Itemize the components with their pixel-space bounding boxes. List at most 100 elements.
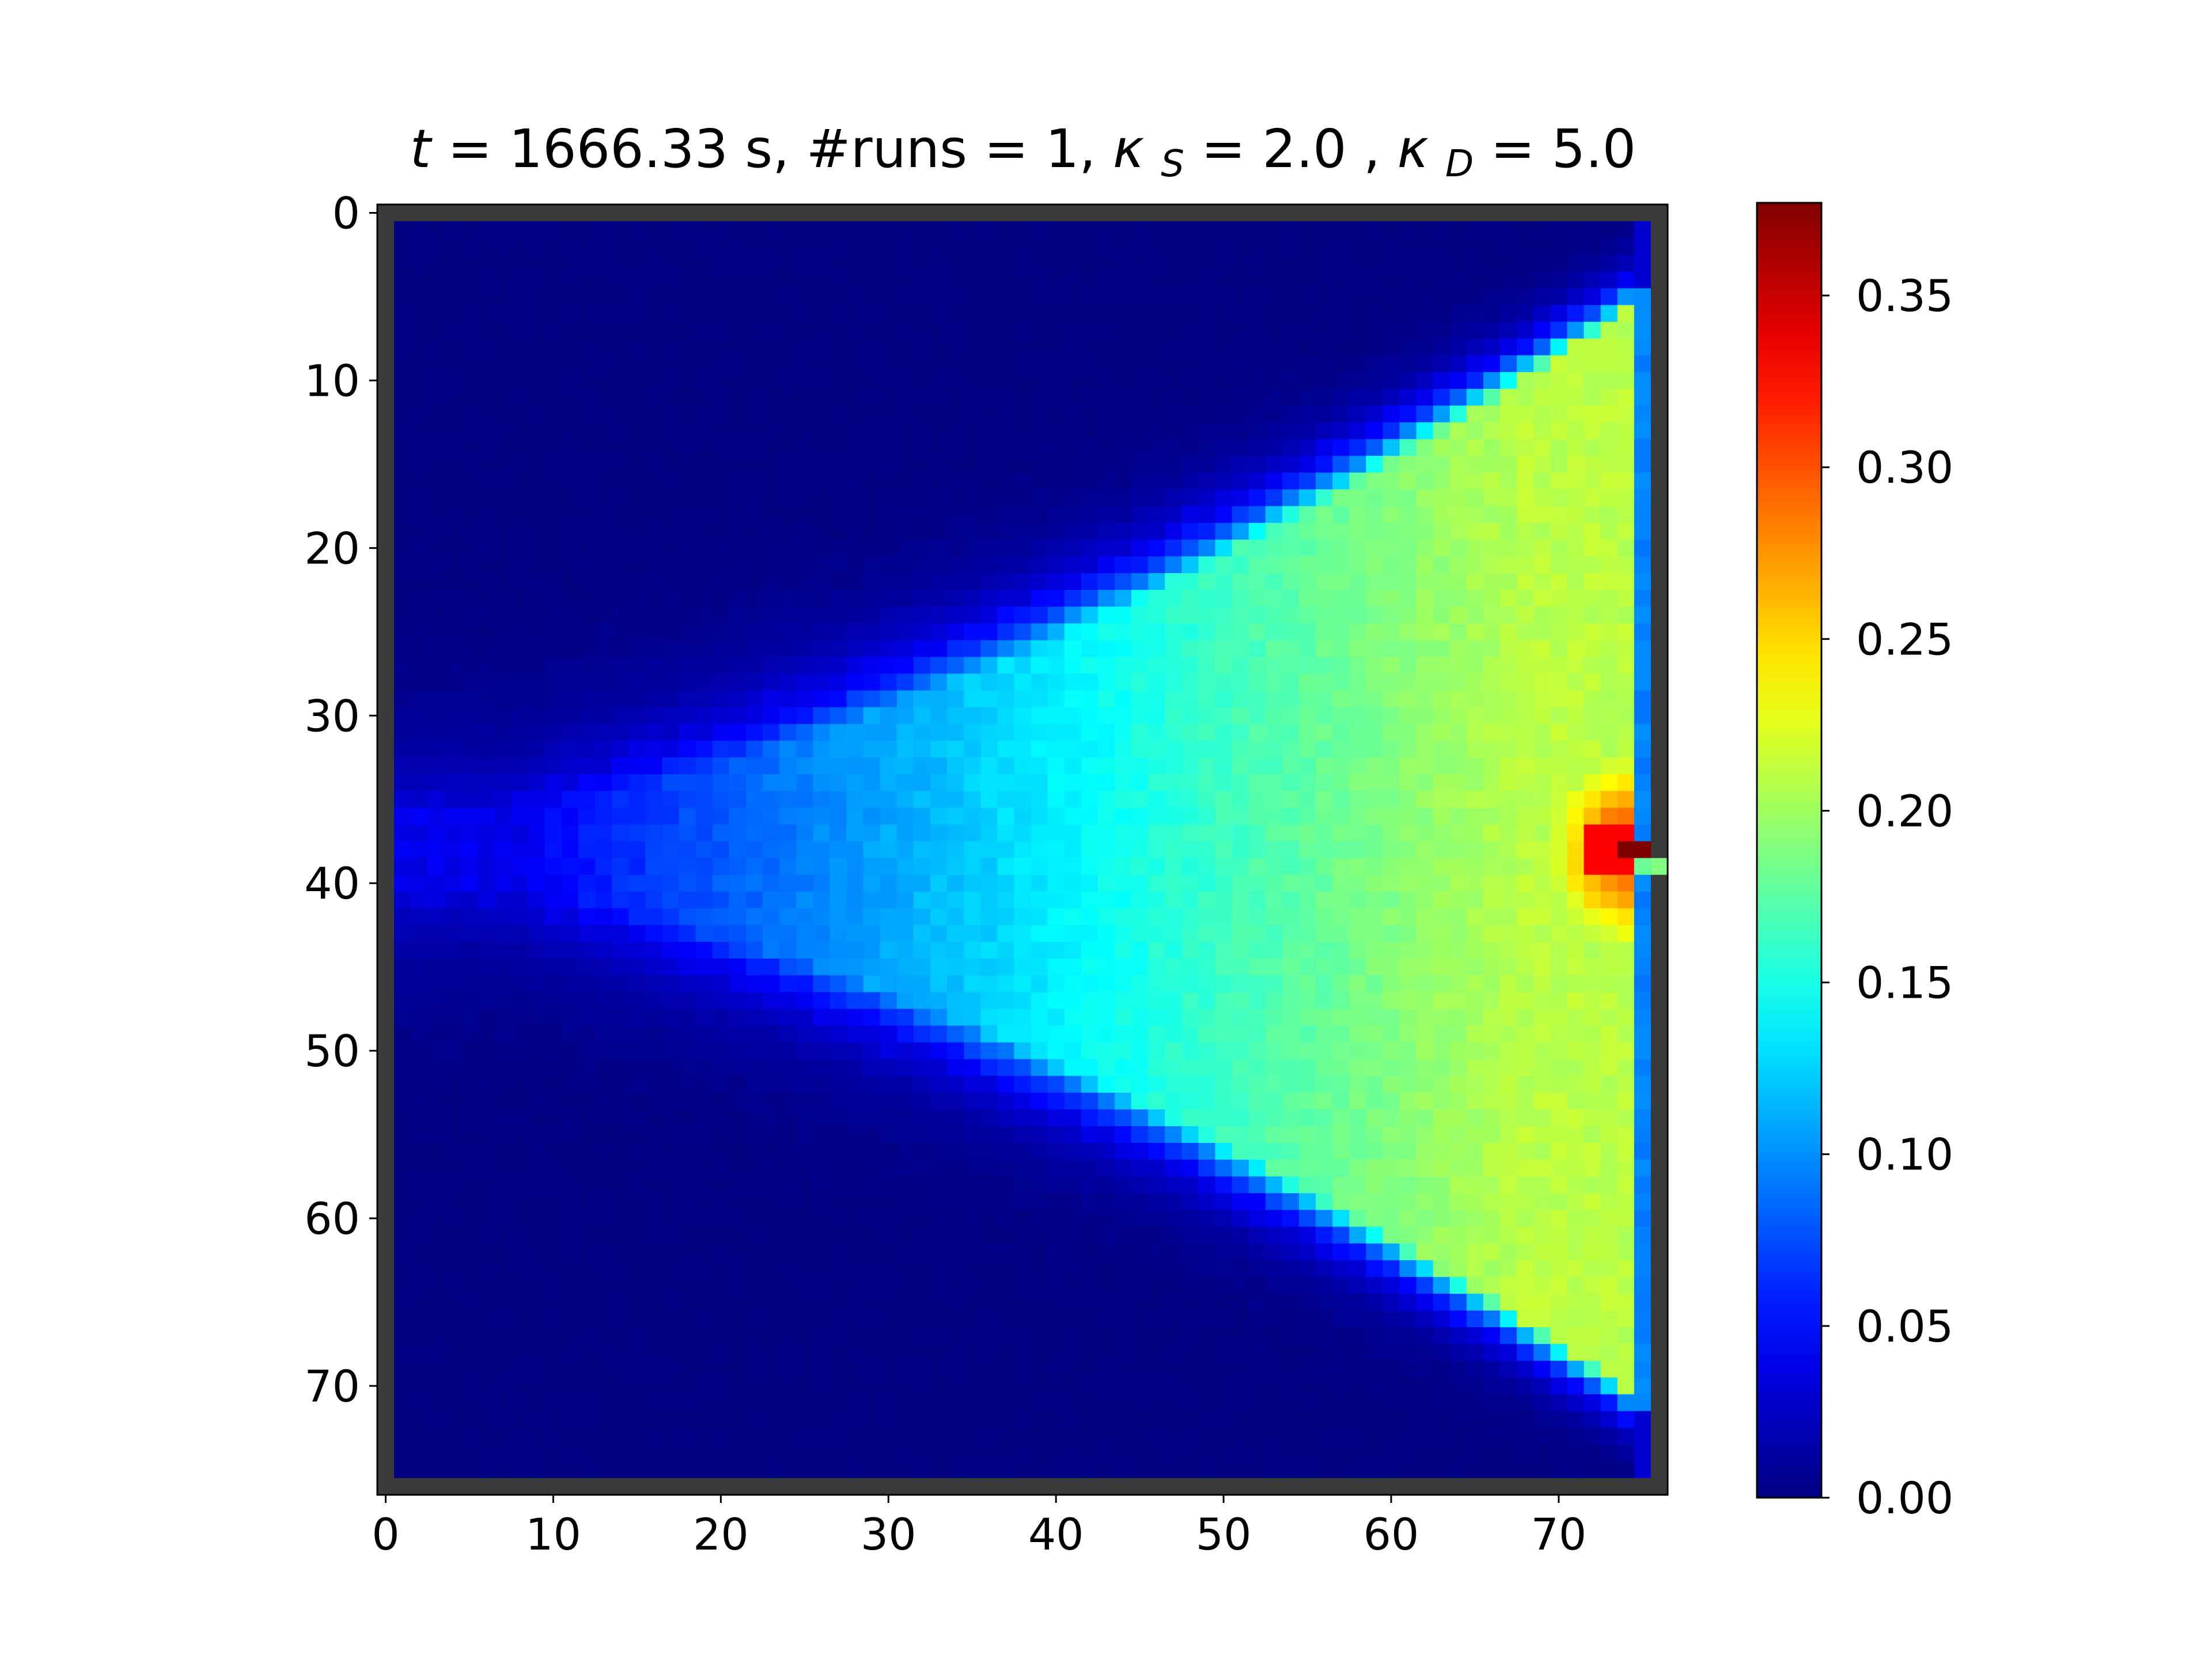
heatmap-cell (846, 321, 864, 339)
heatmap-cell (628, 506, 646, 524)
heatmap-cell (1567, 1092, 1585, 1110)
heatmap-cell (1533, 389, 1551, 406)
heatmap-cell (528, 1176, 546, 1194)
heatmap-cell (461, 305, 479, 323)
heatmap-cell (863, 1160, 881, 1177)
heatmap-cell (528, 874, 546, 892)
heatmap-cell (1433, 942, 1450, 959)
heatmap-cell (1600, 623, 1618, 641)
heatmap-cell (1081, 791, 1099, 808)
heatmap-cell (578, 406, 596, 423)
heatmap-cell (1014, 1226, 1032, 1244)
heatmap-cell (1282, 1277, 1300, 1294)
heatmap-cell (1064, 942, 1082, 959)
heatmap-cell (846, 422, 864, 440)
heatmap-cell (1584, 1059, 1601, 1077)
heatmap-cell (1399, 874, 1417, 892)
heatmap-cell (746, 204, 763, 222)
heatmap-cell (662, 1075, 680, 1093)
heatmap-cell (662, 858, 680, 876)
heatmap-cell (1031, 255, 1048, 272)
heatmap-cell (964, 724, 981, 741)
heatmap-cell (1165, 573, 1182, 590)
heatmap-cell (796, 942, 813, 959)
heatmap-cell (1567, 573, 1585, 590)
heatmap-cell (1165, 1042, 1182, 1060)
heatmap-cell (544, 590, 562, 607)
heatmap-cell (1148, 489, 1165, 507)
heatmap-cell (1031, 824, 1048, 842)
heatmap-cell (1466, 791, 1484, 808)
heatmap-cell (997, 1075, 1015, 1093)
heatmap-cell (1500, 774, 1517, 791)
heatmap-cell (813, 1042, 831, 1060)
heatmap-cell (1567, 271, 1585, 289)
heatmap-cell (1650, 824, 1668, 842)
heatmap-cell (746, 1226, 763, 1244)
heatmap-cell (394, 506, 411, 524)
heatmap-plot (377, 204, 1668, 1495)
heatmap-cell (1433, 1243, 1450, 1261)
heatmap-cell (729, 707, 747, 725)
heatmap-cell (427, 522, 445, 540)
heatmap-cell (695, 590, 713, 607)
heatmap-cell (595, 623, 612, 641)
heatmap-cell (1265, 824, 1283, 842)
heatmap-cell (1215, 204, 1233, 222)
heatmap-cell (1299, 1160, 1316, 1177)
heatmap-cell (461, 808, 479, 825)
heatmap-cell (1650, 1143, 1668, 1160)
heatmap-cell (544, 774, 562, 791)
heatmap-cell (1416, 623, 1434, 641)
heatmap-cell (1483, 506, 1501, 524)
heatmap-cell (1181, 556, 1199, 574)
heatmap-cell (1416, 791, 1434, 808)
heatmap-cell (846, 406, 864, 423)
heatmap-cell (411, 657, 428, 675)
heatmap-cell (562, 824, 579, 842)
heatmap-cell (830, 506, 847, 524)
heatmap-cell (1232, 808, 1249, 825)
heatmap-cell (1617, 590, 1635, 607)
heatmap-cell (1198, 456, 1216, 474)
heatmap-cell (1198, 389, 1216, 406)
heatmap-cell (628, 657, 646, 675)
heatmap-cell (1031, 1075, 1048, 1093)
heatmap-cell (478, 422, 495, 440)
heatmap-cell (930, 757, 948, 775)
heatmap-cell (1198, 791, 1216, 808)
heatmap-cell (645, 858, 663, 876)
heatmap-cell (612, 271, 629, 289)
heatmap-cell (1366, 791, 1384, 808)
heatmap-cell (813, 389, 831, 406)
heatmap-cell (494, 456, 512, 474)
heatmap-cell (1131, 874, 1149, 892)
heatmap-cell (1550, 1109, 1568, 1127)
heatmap-cell (746, 422, 763, 440)
heatmap-cell (1617, 757, 1635, 775)
heatmap-cell (1131, 1210, 1149, 1228)
heatmap-cell (528, 925, 546, 942)
heatmap-cell (813, 690, 831, 708)
heatmap-cell (1014, 472, 1032, 490)
heatmap-cell (1617, 204, 1635, 222)
heatmap-cell (1433, 707, 1450, 725)
heatmap-cell (947, 1025, 964, 1043)
heatmap-cell (662, 891, 680, 909)
heatmap-cell (478, 791, 495, 808)
heatmap-cell (1500, 288, 1517, 306)
heatmap-cell (763, 1243, 780, 1261)
heatmap-cell (1433, 1260, 1450, 1278)
heatmap-cell (964, 1243, 981, 1261)
heatmap-cell (1617, 355, 1635, 373)
heatmap-cell (695, 858, 713, 876)
heatmap-cell (1248, 1193, 1266, 1211)
heatmap-cell (679, 808, 696, 825)
heatmap-cell (1232, 774, 1249, 791)
heatmap-cell (913, 623, 931, 641)
heatmap-cell (1148, 1243, 1165, 1261)
heatmap-cell (1148, 1025, 1165, 1043)
heatmap-cell (1282, 791, 1300, 808)
heatmap-cell (695, 1075, 713, 1093)
heatmap-cell (930, 1059, 948, 1077)
